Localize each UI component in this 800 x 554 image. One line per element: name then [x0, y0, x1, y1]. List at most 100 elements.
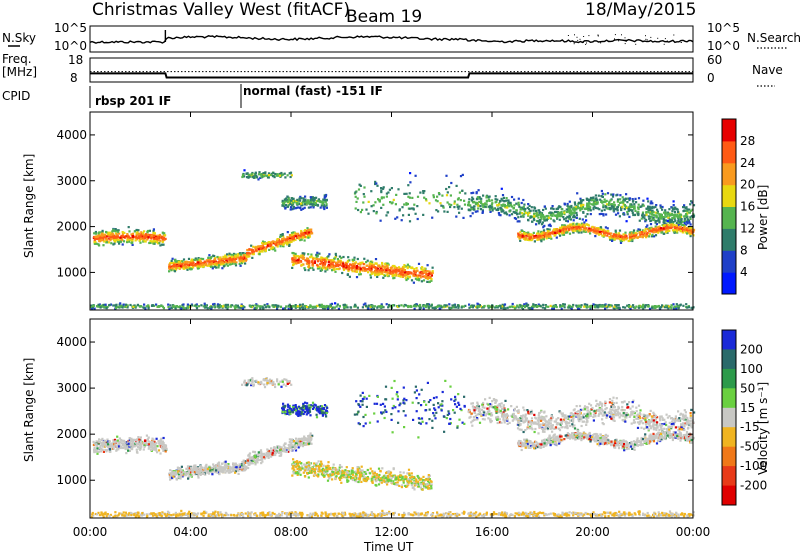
- power-cell: [121, 232, 125, 235]
- power-cell: [186, 266, 189, 269]
- power-cell: [622, 237, 626, 240]
- power-cell: [542, 238, 545, 241]
- power-cell: [554, 229, 557, 232]
- power-cell: [352, 264, 355, 267]
- power-cell: [407, 305, 410, 309]
- nsearch-point: [624, 43, 626, 45]
- power-cell: [307, 231, 311, 234]
- power-cell: [244, 259, 247, 262]
- power-cell: [605, 203, 608, 206]
- power-cell: [306, 201, 309, 204]
- power-cell: [174, 305, 177, 308]
- power-cell: [616, 200, 619, 203]
- power-cell: [321, 203, 324, 206]
- power-cell: [146, 233, 149, 236]
- power-cell: [321, 265, 324, 268]
- power-cell: [347, 269, 350, 273]
- power-cell: [648, 230, 651, 233]
- power-cell: [548, 223, 552, 226]
- power-cell: [614, 208, 617, 211]
- power-cell: [619, 198, 622, 201]
- power-cell: [121, 234, 124, 237]
- power-cell: [308, 266, 311, 270]
- velocity-cell: [92, 443, 95, 447]
- power-cell: [408, 275, 412, 278]
- power-cell: [613, 201, 616, 204]
- power-cell: [136, 304, 140, 307]
- power-cell: [400, 271, 403, 274]
- power-cell: [284, 238, 287, 241]
- power-cell: [197, 262, 200, 266]
- power-cell: [322, 263, 325, 266]
- power-cell: [118, 242, 121, 245]
- power-cell: [261, 242, 264, 245]
- power-cell: [378, 269, 381, 272]
- velocity-cell: [121, 443, 125, 446]
- power-cell: [353, 270, 356, 273]
- power-cell: [517, 203, 520, 206]
- power-cell: [622, 198, 625, 201]
- power-cell: [322, 206, 325, 209]
- power-cell: [644, 214, 647, 217]
- power-cell: [646, 234, 649, 237]
- power-cell: [537, 222, 541, 225]
- power-cell: [537, 220, 540, 223]
- power-cell: [675, 307, 678, 310]
- power-cell: [240, 259, 243, 262]
- power-cell: [93, 242, 96, 245]
- power-cell: [145, 305, 148, 308]
- power-cell: [374, 258, 378, 261]
- power-cell: [138, 239, 141, 242]
- power-cell: [600, 209, 603, 212]
- power-cell: [548, 232, 551, 235]
- power-cell: [370, 205, 373, 208]
- power-cell: [553, 220, 556, 223]
- colorbar-tick-label: 20: [740, 178, 755, 192]
- power-cell: [641, 305, 645, 308]
- power-cell: [115, 306, 118, 310]
- power-cell: [301, 254, 304, 257]
- power-cell: [513, 307, 516, 310]
- power-cell: [310, 255, 313, 258]
- power-cell: [521, 307, 525, 311]
- power-cell: [651, 209, 654, 212]
- power-cell: [311, 232, 314, 235]
- power-cell: [665, 227, 668, 230]
- power-cell: [568, 232, 572, 235]
- power-cell: [611, 238, 614, 241]
- nsky-series: [89, 30, 694, 44]
- power-cell: [633, 213, 636, 216]
- power-cell: [323, 263, 326, 266]
- power-cell: [112, 304, 115, 307]
- velocity-cell: [138, 444, 141, 447]
- power-cell: [284, 206, 287, 209]
- power-cell: [306, 257, 310, 260]
- power-cell: [270, 173, 273, 177]
- power-cell: [671, 213, 674, 216]
- power-cell: [314, 257, 317, 260]
- power-cell: [608, 200, 611, 203]
- power-cell: [627, 239, 630, 243]
- power-cell: [351, 270, 354, 273]
- power-cell: [158, 237, 161, 240]
- power-cell: [304, 195, 307, 198]
- power-cell: [563, 213, 566, 216]
- power-cell: [431, 271, 434, 275]
- power-cell: [647, 209, 650, 212]
- power-cell: [400, 219, 403, 222]
- power-cell: [361, 208, 364, 211]
- power-cell: [162, 243, 165, 246]
- power-cell: [241, 252, 244, 255]
- power-cell: [625, 237, 629, 240]
- power-cell: [664, 209, 667, 212]
- power-cell: [653, 228, 656, 232]
- power-cell: [229, 305, 233, 308]
- power-cell: [246, 255, 249, 258]
- power-cell: [311, 203, 314, 206]
- power-cell: [463, 199, 466, 202]
- power-cell: [327, 306, 330, 309]
- power-cell: [354, 261, 357, 264]
- power-cell: [665, 306, 669, 309]
- power-cell: [335, 305, 338, 308]
- freq-label: Freq.: [2, 52, 32, 66]
